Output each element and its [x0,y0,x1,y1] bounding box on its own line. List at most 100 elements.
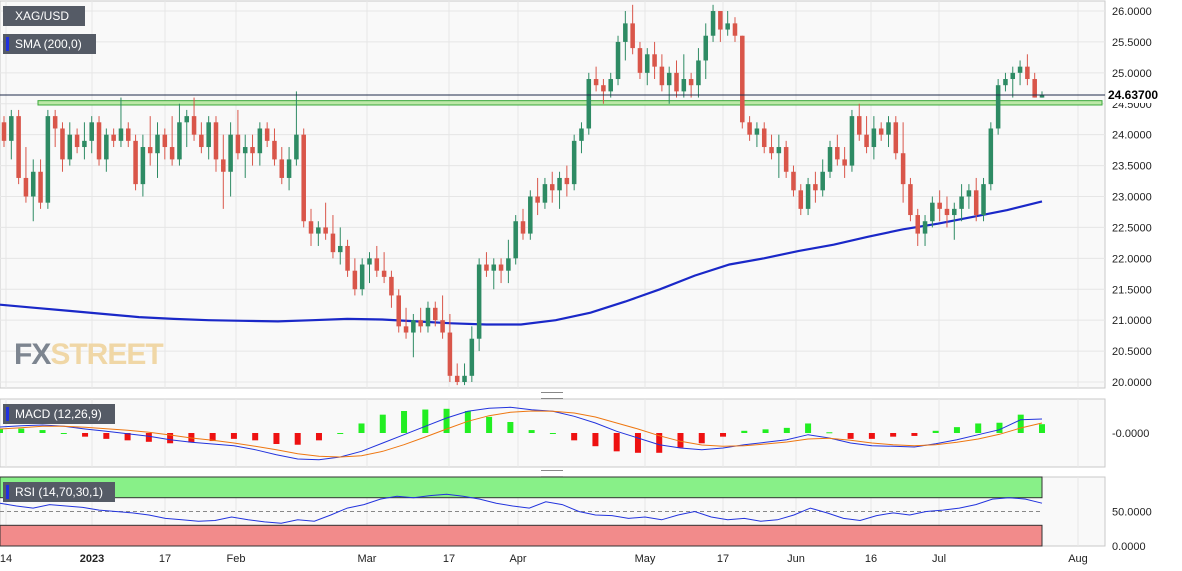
macd-histogram-bar [613,433,620,452]
candle [250,134,255,166]
candle-body [747,122,752,135]
y-tick-label: 20.5000 [1112,346,1152,358]
candle-body [425,307,431,327]
rsi-zones [0,476,1043,547]
candle-body [126,128,131,141]
candle-body [820,171,825,191]
candle [440,295,445,339]
candle-body [732,23,738,36]
macd-histogram-bar [124,433,131,441]
y-tick-label: 23.0000 [1112,192,1152,204]
sma-line [0,200,1043,326]
candle [783,140,789,178]
candle [557,171,562,209]
candle-body [615,41,621,80]
x-tick-label: Jun [787,553,805,565]
candle-body [235,134,241,154]
candle-body [703,35,709,61]
candle [16,109,21,185]
macd-histogram-bar [783,427,790,433]
candle-body [301,134,306,222]
candle [476,258,482,352]
macd-histogram-bar [868,433,875,439]
candle [761,122,767,154]
macd-histogram-bar [762,429,769,433]
rsi-line [0,493,1043,524]
candle-body [308,221,314,234]
macd-histogram-bar [932,430,939,433]
candle-body [725,23,730,30]
candle-body [111,134,116,141]
y-tick-label: 20.0000 [1112,377,1152,389]
candle-body [140,147,146,185]
candle-body [447,332,453,376]
candle [937,190,942,222]
fxstreet-logo: FXSTREET [14,338,164,372]
candle-body [330,233,336,253]
instrument-label[interactable]: XAG/USD [3,6,85,26]
candle-body [118,128,124,141]
candle-body [871,128,877,148]
candle [791,165,796,197]
macd-histogram-bar [401,411,408,433]
macd-histogram-bar [443,408,450,433]
macd-histogram-bar [379,414,386,433]
macd-label[interactable]: MACD (12,26,9) [3,404,115,424]
candle-body [966,190,972,197]
sma-label[interactable]: SMA (200,0) [3,34,96,54]
candle-body [1025,66,1030,80]
candle-body [476,264,482,339]
macd-histogram-bar [656,433,663,453]
macd-histogram-bar [252,433,259,441]
candle [454,363,460,386]
y-tick-label: 50.0000 [1112,507,1152,519]
x-tick-label: May [635,553,656,565]
candle [257,122,263,166]
macd-resize-handle[interactable] [541,392,563,399]
candle-body [9,116,14,141]
candle [908,177,913,222]
candle-body [316,227,321,234]
candle-body [506,258,511,271]
candle [23,147,29,203]
candle [966,184,972,209]
candle [674,60,679,98]
support-zone [37,100,1103,106]
candle [491,258,497,290]
candle-body [754,128,760,135]
candle [272,128,277,166]
candle [842,147,847,178]
macd-histogram-bar [315,433,322,441]
candle [725,11,730,36]
candle [864,116,869,154]
candle-body [922,221,928,234]
candle [155,122,160,178]
candle [337,227,343,265]
candle-body [564,177,570,185]
x-tick-label: 17 [717,553,729,565]
candle-body [250,147,255,154]
candle-body [995,85,1001,129]
candle [871,116,877,160]
candle-body [221,159,226,172]
macd-histogram-bar [507,422,514,433]
candle [316,221,321,246]
candle-body [286,159,292,178]
candle-body [878,128,884,135]
rsi-resize-handle[interactable] [541,470,563,477]
candle [104,128,109,172]
macd-histogram-bar [422,409,429,433]
candle [228,122,233,197]
candle [666,66,672,104]
candle-body [16,116,21,178]
candle-body [498,264,504,271]
candle-body [674,72,679,92]
y-tick-label: 25.0000 [1112,68,1152,80]
candle [30,159,36,222]
candle [615,35,621,86]
x-tick-label: 17 [159,553,171,565]
candle-body [988,128,994,185]
candle-body [542,184,548,203]
rsi-label[interactable]: RSI (14,70,30,1) [3,482,115,502]
